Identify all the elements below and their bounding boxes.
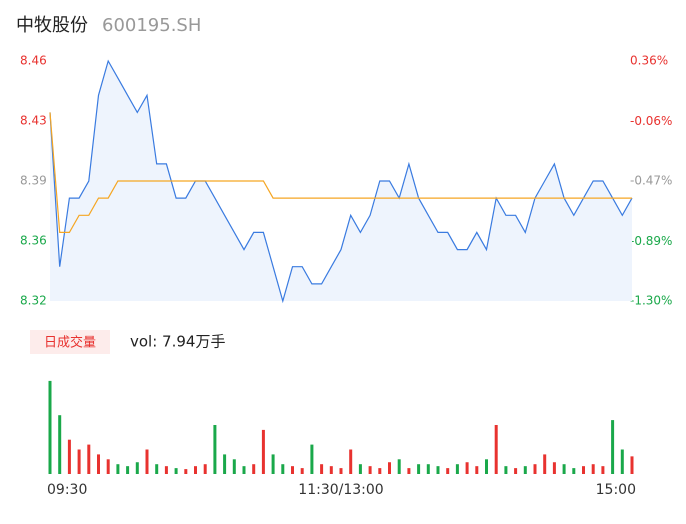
volume-bar — [368, 466, 372, 474]
volume-bar — [87, 444, 91, 474]
volume-bar — [582, 466, 585, 474]
volume-bar — [407, 468, 411, 474]
volume-bar — [552, 462, 556, 474]
volume-bar — [620, 449, 624, 474]
volume-bar — [291, 466, 294, 474]
volume-bar — [446, 468, 450, 474]
volume-bar — [591, 464, 595, 474]
volume-bar — [455, 464, 459, 474]
volume-bar — [601, 466, 605, 474]
volume-bar — [145, 449, 149, 474]
x-tick-label: 09:30 — [47, 482, 87, 498]
volume-bar — [310, 444, 314, 474]
volume-bar — [135, 462, 139, 474]
volume-bar — [378, 468, 382, 474]
y-tick-label: 8.39 — [20, 174, 47, 188]
volume-bar — [485, 459, 488, 474]
volume-bar — [232, 459, 236, 474]
volume-bar — [48, 380, 52, 474]
volume-total: vol: 7.94万手 — [130, 333, 225, 351]
volume-bar — [320, 464, 324, 474]
volume-tag-bg — [30, 330, 110, 354]
volume-tag: 日成交量 — [44, 335, 96, 351]
volume-bar — [533, 464, 537, 474]
volume-bar — [494, 425, 498, 474]
volume-bar — [116, 464, 120, 474]
volume-bar — [465, 462, 469, 474]
x-tick-label: 11:30/13:00 — [298, 482, 383, 498]
volume-bar — [426, 464, 430, 474]
y2-tick-label: -0.06% — [630, 114, 672, 128]
volume-bar — [436, 466, 440, 474]
volume-bar — [184, 469, 188, 474]
volume-bar — [126, 466, 130, 474]
average-line — [49, 112, 632, 233]
volume-bar — [358, 464, 362, 474]
volume-bar — [504, 466, 508, 474]
y-tick-label: 8.32 — [20, 294, 47, 308]
volume-bar — [242, 466, 246, 474]
y2-tick-label: -1.30% — [630, 294, 672, 308]
y-tick-label: 8.46 — [20, 54, 47, 68]
volume-bar — [611, 420, 615, 474]
y2-tick-label: 0.36% — [630, 54, 668, 68]
volume-bar — [203, 464, 207, 474]
volume-bar — [155, 464, 159, 474]
volume-bar — [174, 468, 178, 474]
volume-bar — [514, 468, 518, 474]
volume-bar — [349, 449, 353, 474]
y-tick-label: 8.36 — [20, 234, 47, 248]
volume-bar — [562, 464, 566, 474]
volume-bar — [252, 464, 256, 474]
x-tick-label: 15:00 — [596, 482, 636, 498]
volume-bar — [630, 456, 634, 474]
volume-bar — [77, 449, 81, 474]
y2-tick-label: -0.89% — [630, 234, 672, 248]
volume-bar — [213, 425, 217, 474]
volume-bar — [339, 468, 343, 474]
volume-bar — [58, 415, 62, 474]
volume-bar — [106, 459, 110, 474]
volume-bar — [271, 454, 275, 474]
volume-bar — [388, 462, 391, 474]
volume-bar — [397, 459, 401, 474]
volume-bar — [164, 466, 168, 474]
volume-bar — [417, 464, 421, 474]
volume-bar — [523, 466, 527, 474]
volume-bar — [543, 454, 547, 474]
y-tick-label: 8.43 — [20, 114, 47, 128]
volume-bar — [97, 454, 100, 474]
price-area — [50, 61, 632, 301]
volume-bar — [329, 466, 333, 474]
stock-code: 600195.SH — [102, 15, 201, 36]
volume-bar — [67, 439, 71, 474]
volume-bar — [194, 466, 197, 474]
volume-bar — [261, 429, 265, 474]
volume-bar — [572, 468, 576, 474]
volume-bar — [300, 468, 304, 474]
volume-bar — [281, 464, 285, 474]
volume-bar — [223, 454, 227, 474]
volume-bar — [475, 466, 479, 474]
y2-tick-label: -0.47% — [630, 174, 672, 188]
stock-name: 中牧股份 — [16, 15, 88, 36]
